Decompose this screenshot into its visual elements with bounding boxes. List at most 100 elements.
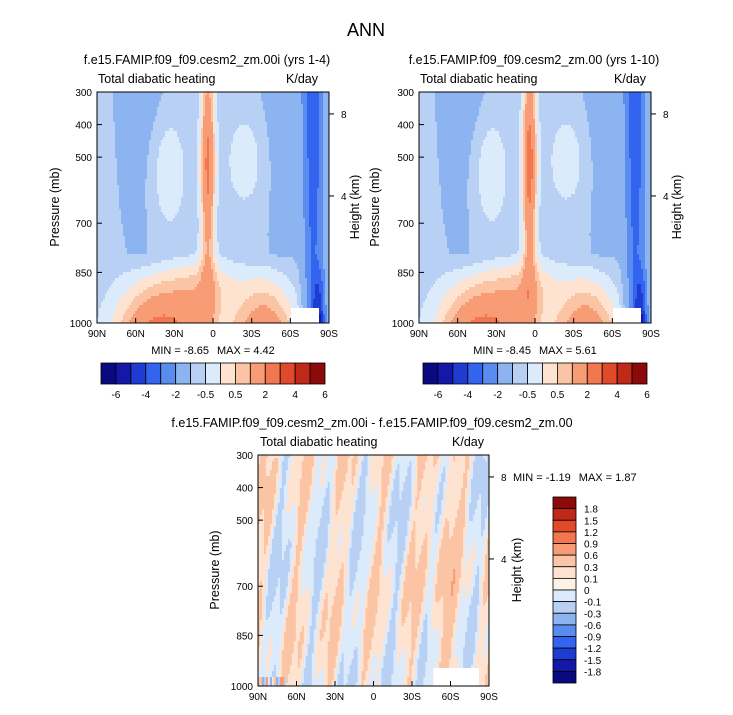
panel-1-cell [303, 125, 306, 129]
panel-1-cell [251, 92, 254, 96]
panel-1-cell [97, 116, 100, 120]
panel-1-cell [157, 116, 160, 120]
panel-1-cell [151, 155, 154, 159]
panel-1-cell [253, 113, 256, 117]
panel-1-cell [181, 95, 184, 99]
panel-1-cell [203, 113, 206, 117]
panel-1-cell [153, 131, 156, 135]
panel-1-cell [263, 134, 266, 138]
panel-1-cell [315, 92, 318, 96]
panel-1-cell [201, 125, 204, 129]
panel-1-cell [121, 110, 124, 114]
panel-1-cell [247, 101, 250, 105]
panel-1-cell [327, 95, 330, 99]
panel-1-cell [285, 107, 288, 111]
panel-1-cell [145, 143, 148, 147]
panel-1-cell [149, 116, 152, 120]
panel-1-cell [193, 119, 196, 123]
panel-1-cell [259, 104, 262, 108]
panel-1-cell [143, 98, 146, 102]
panel-1-cell [193, 107, 196, 111]
panel-1-cell [211, 95, 214, 99]
panel-1-cell [309, 152, 312, 156]
panel-1-cell [311, 128, 314, 132]
panel-1-cell [107, 137, 110, 141]
panel-1-cell [109, 125, 112, 129]
panel-1-cell [289, 119, 292, 123]
panel-1-cell [309, 95, 312, 99]
panel-1-cell [247, 119, 250, 123]
panel-1-cell [111, 158, 114, 162]
panel-1-cell [319, 137, 322, 141]
panel-1-cell [143, 143, 146, 147]
panel-1-cell [323, 146, 326, 150]
panel-1-cell [219, 113, 222, 117]
panel-1-cell [233, 125, 236, 129]
panel-1-cell [159, 137, 162, 141]
panel-1-cell [213, 128, 216, 132]
panel-1-cell [233, 92, 236, 96]
panel-1-cell [241, 95, 244, 99]
panel-1-cell [123, 119, 126, 123]
panel-1-cell [211, 131, 214, 135]
panel-1-cell [241, 107, 244, 111]
panel-1-cell [299, 113, 302, 117]
panel-1-cell [199, 101, 202, 105]
panel-1-cell [145, 95, 148, 99]
panel-1-cell [201, 95, 204, 99]
panel-1-cell [215, 143, 218, 147]
panel-1-cell [145, 113, 148, 117]
panel-1-cell [305, 140, 308, 144]
panel-1-cell [311, 134, 314, 138]
panel-1-cell [143, 107, 146, 111]
panel-1-cell [223, 95, 226, 99]
panel-1-cell [135, 128, 138, 132]
panel-1-cell [117, 98, 120, 102]
panel-1-cell [141, 152, 144, 156]
panel-1-cell [173, 146, 176, 150]
panel-1-cell [253, 140, 256, 144]
panel-1-cell [263, 95, 266, 99]
panel-1-cell [215, 137, 218, 141]
panel-1-cell [207, 158, 210, 162]
panel-1-cell [319, 143, 322, 147]
panel-1-cell [117, 125, 120, 129]
panel-1-cell [205, 143, 208, 147]
panel-1-cell [129, 104, 132, 108]
panel-1-cell [229, 149, 232, 153]
panel-1-cell [221, 128, 224, 132]
panel-1-cell [327, 146, 330, 150]
panel-1-cell [281, 152, 284, 156]
panel-1-cell [251, 155, 254, 159]
panel-1-cell [183, 125, 186, 129]
panel-1-cell [201, 149, 204, 153]
panel-1-cell [115, 152, 118, 156]
panel-1-cell [263, 146, 266, 150]
panel-1-cell [181, 110, 184, 114]
panel-1-cell [123, 125, 126, 129]
panel-1-cell [199, 98, 202, 102]
panel-1-cell [137, 113, 140, 117]
panel-1-cell [183, 149, 186, 153]
panel-1-cell [135, 104, 138, 108]
panel-1-cell [145, 101, 148, 105]
panel-1-cell [127, 149, 130, 153]
panel-1-cell [307, 107, 310, 111]
panel-1-cell [127, 95, 130, 99]
panel-1-cell [261, 128, 264, 132]
panel-1-cell [99, 140, 102, 144]
panel-1-cell [303, 98, 306, 102]
panel-1-cell [183, 95, 186, 99]
panel-1-cell [311, 113, 314, 117]
panel-1-cell [217, 155, 220, 159]
panel-1-cell [179, 101, 182, 105]
panel-1-cell [193, 158, 196, 162]
panel-1-cell [205, 107, 208, 111]
panel-1-cell [111, 122, 114, 126]
panel-1-cell [153, 140, 156, 144]
panel-1-cell [245, 101, 248, 105]
panel-1-cell [165, 98, 168, 102]
panel-1-cell [149, 143, 152, 147]
panel-1-cell [123, 137, 126, 141]
